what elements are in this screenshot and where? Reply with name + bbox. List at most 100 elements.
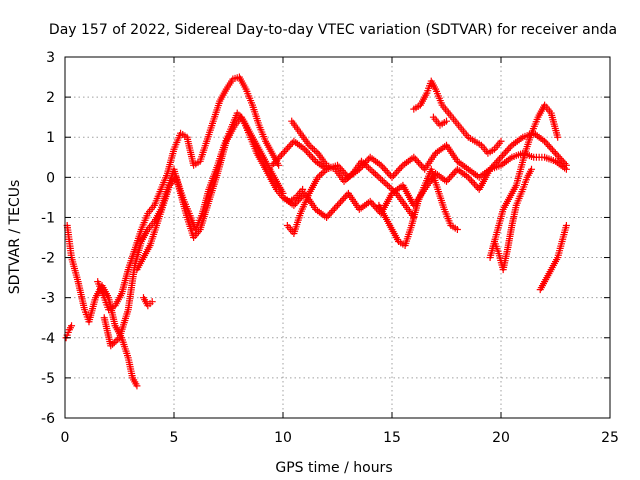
data-point-interp [502,148,510,156]
data-point-interp [499,152,507,160]
data-point-interp [295,196,303,204]
data-point-interp [307,152,315,160]
data-point-interp [416,160,424,168]
data-point-interp [397,163,405,171]
y-tick-label: -6 [41,411,55,427]
data-point-interp [326,210,334,218]
data-point-interp [380,178,388,186]
series-track-14 [486,101,562,262]
data-point-interp [444,176,452,184]
data-point-interp [466,175,474,183]
x-tick-label: 20 [492,430,510,446]
data-point [366,165,374,173]
data-point [323,213,331,221]
data-point [443,117,450,125]
data-point-interp [383,168,391,176]
data-point [148,298,156,306]
y-tick-labels: -6 -5 -4 -3 -2 -1 0 1 2 3 [41,50,55,427]
series-track-12 [410,77,505,157]
data-point-interp [393,168,401,176]
series-track-2 [62,322,76,342]
data-point-interp [305,150,313,158]
data-point [552,149,559,157]
data-point-interp [489,162,497,170]
data-point-interp [371,170,379,178]
data-point-interp [394,166,402,174]
series-track-6 [139,294,156,310]
series-track-5 [133,109,307,274]
data-point-interp [506,143,514,151]
data-point-interp [338,166,346,174]
y-tick-label: -1 [41,210,55,226]
data-point-interp [559,158,567,166]
data-point [299,185,307,193]
data-point [279,149,287,157]
data-point-interp [413,157,421,165]
data-point-interp [391,170,399,178]
data-point-interp [324,212,332,220]
data-point-interp [370,169,378,177]
data-point-interp [368,167,376,175]
data-point-interp [471,180,479,188]
data-point-interp [338,196,346,204]
data-points [62,73,570,390]
data-point-interp [378,177,386,185]
data-point-interp [503,146,511,154]
x-tick-labels: 0 5 10 15 20 25 [61,430,619,446]
y-tick-label: -2 [41,251,55,267]
y-axis-label: SDTVAR / TECUs [7,180,23,295]
data-point-interp [494,157,502,165]
data-point-interp [495,155,503,163]
data-point-interp [327,208,335,216]
data-point-interp [548,146,556,154]
data-point-interp [550,148,558,156]
data-point-interp [385,183,393,191]
plot-frame [64,56,611,419]
data-point [497,137,505,145]
data-point-interp [281,148,289,156]
data-point-interp [379,163,387,171]
data-point-interp [561,160,569,168]
data-point-interp [542,139,550,147]
data-point-interp [547,144,555,152]
data-point-interp [545,142,553,150]
data-point-interp [335,163,343,171]
data-point-interp [414,158,422,166]
data-point [388,173,396,181]
grid-lines [65,57,610,418]
data-point-interp [450,169,458,177]
data-point-interp [385,170,393,178]
data-point [453,225,461,233]
chart-title: Day 157 of 2022, Sidereal Day-to-day VTE… [49,22,617,38]
x-tick-label: 15 [383,430,401,446]
data-point-interp [319,169,327,177]
data-point-interp [411,155,419,163]
x-tick-label: 5 [170,430,179,446]
data-point [486,165,494,173]
data-point-interp [282,146,290,154]
y-tick-label: 3 [46,50,55,66]
y-tick-label: -3 [41,291,55,307]
y-tick-label: -4 [41,331,55,347]
y-tick-label: 1 [46,130,55,146]
data-point-interp [492,158,500,166]
data-point-interp [544,141,552,149]
series-track-13 [429,113,450,129]
y-tick-label: -5 [41,371,55,387]
data-point-interp [284,144,292,152]
data-point [384,181,392,189]
data-point-interp [380,165,388,173]
data-point [375,173,383,181]
data-point-interp [382,180,390,188]
data-point-interp [446,174,454,182]
data-point [268,161,276,169]
data-point-interp [287,141,295,149]
data-point [541,137,549,145]
data-point-interp [341,193,349,201]
data-point-interp [377,175,385,183]
data-point-interp [296,195,304,203]
data-point-interp [273,156,281,164]
y-tick-label: 0 [46,170,55,186]
data-point-interp [277,151,285,159]
series-track-4 [100,113,287,350]
